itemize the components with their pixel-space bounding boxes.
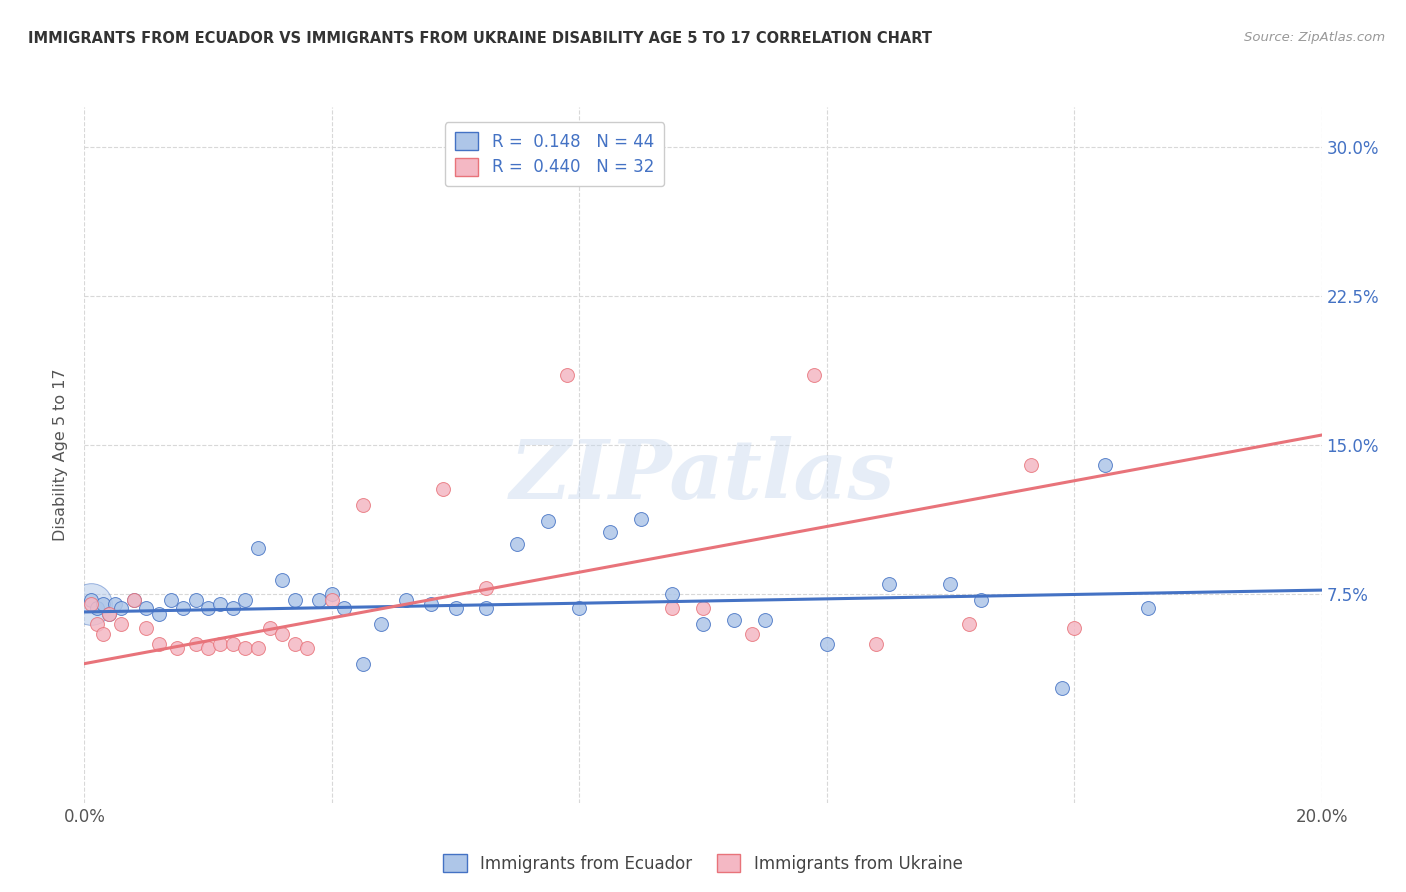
Text: IMMIGRANTS FROM ECUADOR VS IMMIGRANTS FROM UKRAINE DISABILITY AGE 5 TO 17 CORREL: IMMIGRANTS FROM ECUADOR VS IMMIGRANTS FR…	[28, 31, 932, 46]
Point	[815, 637, 838, 651]
Text: Source: ZipAtlas.com: Source: ZipAtlas.com	[1244, 31, 1385, 45]
Point	[122, 593, 145, 607]
Point	[197, 601, 219, 615]
Point	[321, 587, 343, 601]
Point	[395, 593, 418, 607]
Point	[246, 541, 269, 556]
Point	[295, 640, 318, 655]
Point	[939, 577, 962, 591]
Point	[555, 368, 578, 383]
Y-axis label: Disability Age 5 to 17: Disability Age 5 to 17	[53, 368, 69, 541]
Point	[661, 601, 683, 615]
Point	[723, 613, 745, 627]
Point	[148, 607, 170, 621]
Point	[160, 593, 183, 607]
Point	[122, 593, 145, 607]
Point	[222, 601, 245, 615]
Point	[370, 616, 392, 631]
Point	[321, 593, 343, 607]
Point	[865, 637, 887, 651]
Point	[233, 640, 256, 655]
Point	[79, 597, 101, 611]
Point	[86, 601, 108, 615]
Point	[91, 597, 114, 611]
Point	[222, 637, 245, 651]
Point	[86, 616, 108, 631]
Point	[284, 637, 307, 651]
Point	[970, 593, 993, 607]
Point	[148, 637, 170, 651]
Text: ZIPatlas: ZIPatlas	[510, 436, 896, 516]
Point	[184, 593, 207, 607]
Point	[957, 616, 980, 631]
Point	[1063, 621, 1085, 635]
Point	[877, 577, 900, 591]
Point	[444, 601, 467, 615]
Point	[135, 621, 157, 635]
Point	[172, 601, 194, 615]
Point	[475, 601, 498, 615]
Point	[803, 368, 825, 383]
Point	[692, 616, 714, 631]
Point	[91, 627, 114, 641]
Point	[104, 597, 127, 611]
Point	[419, 597, 441, 611]
Legend: R =  0.148   N = 44, R =  0.440   N = 32: R = 0.148 N = 44, R = 0.440 N = 32	[446, 122, 664, 186]
Point	[741, 627, 763, 641]
Point	[352, 657, 374, 671]
Point	[568, 601, 591, 615]
Point	[1050, 681, 1073, 695]
Point	[166, 640, 188, 655]
Point	[197, 640, 219, 655]
Point	[79, 597, 101, 611]
Point	[98, 607, 121, 621]
Point	[630, 511, 652, 525]
Point	[110, 601, 132, 615]
Point	[209, 637, 232, 651]
Point	[271, 573, 294, 587]
Point	[506, 537, 529, 551]
Point	[79, 593, 101, 607]
Point	[259, 621, 281, 635]
Point	[1019, 458, 1042, 472]
Point	[692, 601, 714, 615]
Point	[135, 601, 157, 615]
Point	[333, 601, 356, 615]
Point	[1094, 458, 1116, 472]
Point	[233, 593, 256, 607]
Point	[110, 616, 132, 631]
Point	[284, 593, 307, 607]
Point	[661, 587, 683, 601]
Point	[537, 514, 560, 528]
Legend: Immigrants from Ecuador, Immigrants from Ukraine: Immigrants from Ecuador, Immigrants from…	[437, 847, 969, 880]
Point	[184, 637, 207, 651]
Point	[271, 627, 294, 641]
Point	[209, 597, 232, 611]
Point	[98, 607, 121, 621]
Point	[599, 525, 621, 540]
Point	[432, 482, 454, 496]
Point	[246, 640, 269, 655]
Point	[1137, 601, 1160, 615]
Point	[475, 581, 498, 595]
Point	[308, 593, 330, 607]
Point	[352, 498, 374, 512]
Point	[754, 613, 776, 627]
